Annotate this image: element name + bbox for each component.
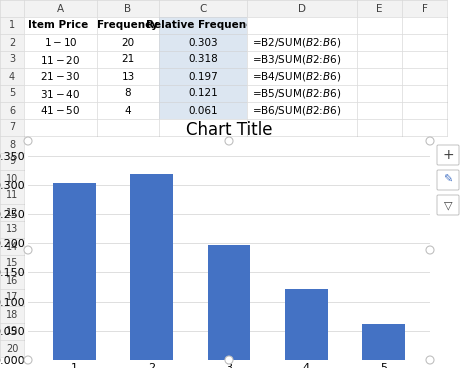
Title: Chart Title: Chart Title bbox=[186, 121, 272, 139]
Text: 6: 6 bbox=[9, 106, 15, 116]
Text: 9: 9 bbox=[9, 156, 15, 166]
Circle shape bbox=[225, 137, 233, 145]
Bar bbox=[285, 289, 328, 360]
Text: =B5/SUM($B$2:$B$6): =B5/SUM($B$2:$B$6) bbox=[253, 87, 342, 100]
Text: C: C bbox=[199, 4, 207, 14]
Bar bbox=[53, 183, 96, 360]
Bar bbox=[362, 324, 405, 360]
Text: 0.061: 0.061 bbox=[188, 106, 218, 116]
Text: 8: 8 bbox=[125, 88, 131, 99]
Text: 21: 21 bbox=[121, 54, 135, 64]
Text: 12: 12 bbox=[6, 208, 18, 217]
Text: 8: 8 bbox=[9, 139, 15, 149]
Text: E: E bbox=[376, 4, 383, 14]
Text: A: A bbox=[57, 4, 64, 14]
Circle shape bbox=[426, 137, 434, 145]
Text: 11: 11 bbox=[6, 191, 18, 201]
Circle shape bbox=[426, 356, 434, 364]
Text: =B3/SUM($B$2:$B$6): =B3/SUM($B$2:$B$6) bbox=[253, 53, 342, 66]
Bar bbox=[208, 245, 250, 360]
Text: 2: 2 bbox=[9, 38, 15, 47]
Circle shape bbox=[24, 356, 32, 364]
Text: 4: 4 bbox=[9, 71, 15, 81]
Text: F: F bbox=[421, 4, 428, 14]
Text: 0.197: 0.197 bbox=[188, 71, 218, 81]
Text: 17: 17 bbox=[6, 293, 18, 302]
FancyBboxPatch shape bbox=[437, 195, 459, 215]
Text: 13: 13 bbox=[6, 224, 18, 234]
Text: 14: 14 bbox=[6, 241, 18, 251]
Circle shape bbox=[225, 356, 233, 364]
Text: 15: 15 bbox=[6, 258, 18, 269]
Circle shape bbox=[426, 246, 434, 254]
Text: 3: 3 bbox=[9, 54, 15, 64]
Text: 0.303: 0.303 bbox=[188, 38, 218, 47]
Text: 18: 18 bbox=[6, 309, 18, 319]
Text: 4: 4 bbox=[125, 106, 131, 116]
Text: 16: 16 bbox=[6, 276, 18, 286]
Text: +: + bbox=[442, 148, 454, 162]
Text: 1: 1 bbox=[9, 21, 15, 31]
Text: $1 - $10: $1 - $10 bbox=[44, 36, 77, 49]
Text: $31 - $40: $31 - $40 bbox=[40, 88, 81, 99]
Text: Relative Frequency: Relative Frequency bbox=[146, 21, 260, 31]
Text: $41 - $50: $41 - $50 bbox=[40, 105, 81, 117]
Text: =B2/SUM($B$2:$B$6): =B2/SUM($B$2:$B$6) bbox=[253, 36, 342, 49]
Text: 0.121: 0.121 bbox=[188, 88, 218, 99]
FancyBboxPatch shape bbox=[437, 145, 459, 165]
Text: Item Price: Item Price bbox=[27, 21, 88, 31]
Text: B: B bbox=[125, 4, 132, 14]
Text: 10: 10 bbox=[6, 173, 18, 184]
FancyBboxPatch shape bbox=[437, 170, 459, 190]
Text: 0.318: 0.318 bbox=[188, 54, 218, 64]
Text: 7: 7 bbox=[9, 123, 15, 132]
Text: =B6/SUM($B$2:$B$6): =B6/SUM($B$2:$B$6) bbox=[253, 104, 342, 117]
Text: ▽: ▽ bbox=[444, 200, 452, 210]
Text: $21 - $30: $21 - $30 bbox=[40, 71, 81, 82]
Text: 5: 5 bbox=[9, 88, 15, 99]
Text: ✎: ✎ bbox=[443, 175, 453, 185]
Text: 19: 19 bbox=[6, 326, 18, 336]
Text: 20: 20 bbox=[121, 38, 135, 47]
Text: =B4/SUM($B$2:$B$6): =B4/SUM($B$2:$B$6) bbox=[253, 70, 342, 83]
Text: D: D bbox=[298, 4, 306, 14]
Bar bbox=[130, 174, 173, 360]
Text: 20: 20 bbox=[6, 343, 18, 354]
Circle shape bbox=[24, 246, 32, 254]
Text: Frequency: Frequency bbox=[98, 21, 159, 31]
Text: 13: 13 bbox=[121, 71, 135, 81]
Circle shape bbox=[24, 137, 32, 145]
Text: $11 - $20: $11 - $20 bbox=[40, 53, 81, 66]
